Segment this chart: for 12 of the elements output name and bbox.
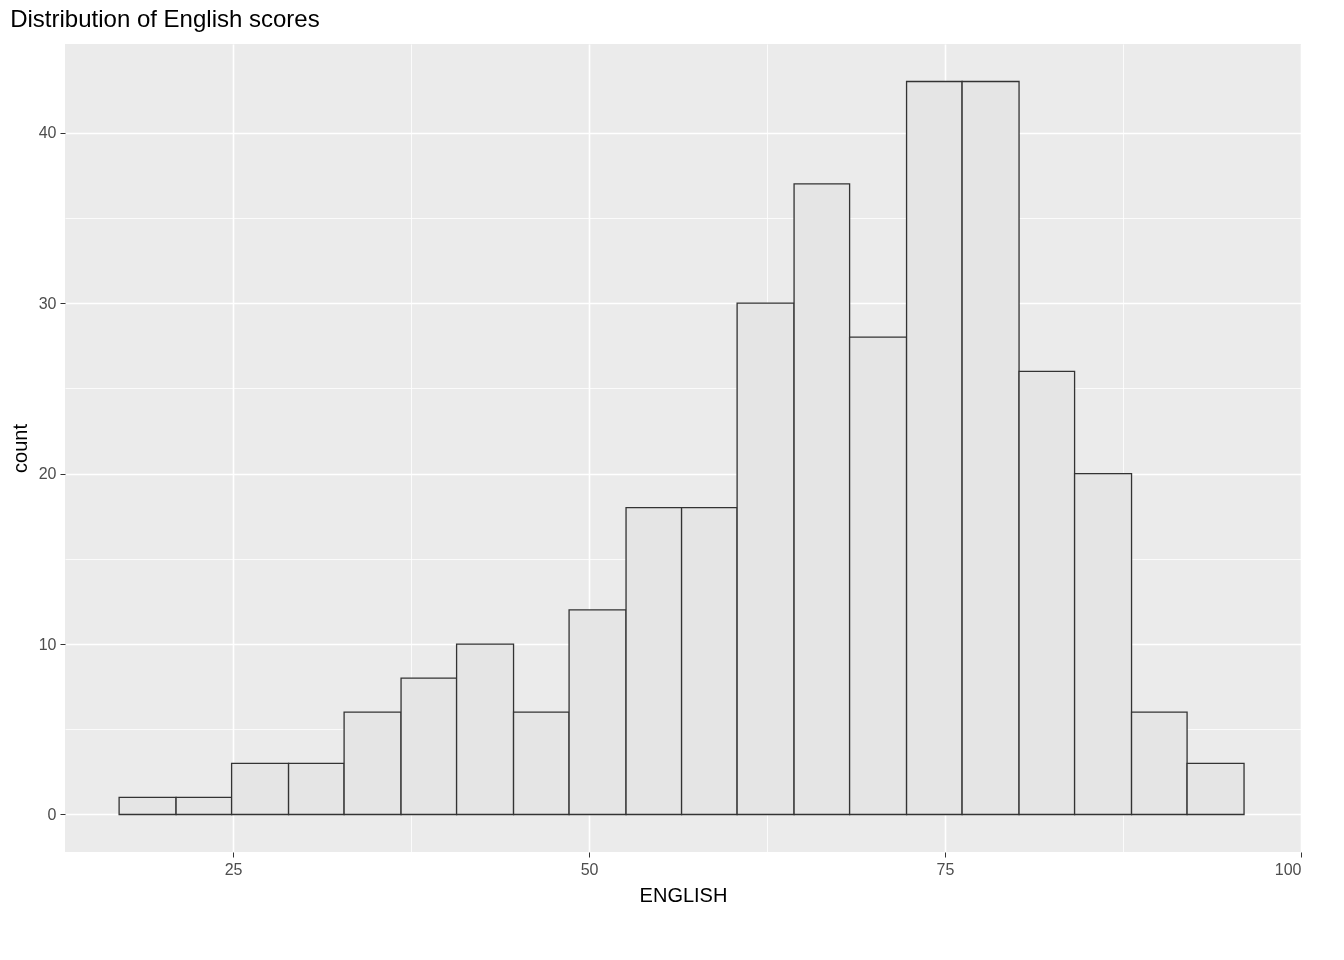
y-tick-label: 30 (38, 294, 57, 312)
x-tick-label: 100 (1274, 860, 1302, 878)
y-axis-title: count (8, 423, 31, 473)
x-axis-title: ENGLISH (639, 883, 728, 906)
y-tick-label: 20 (38, 465, 57, 483)
x-tick-label: 75 (936, 860, 955, 878)
y-tick-label: 40 (38, 124, 57, 142)
y-tick-label: 0 (47, 806, 57, 823)
x-tick-label: 50 (580, 860, 599, 878)
chart-title: Distribution of English scores (10, 5, 320, 32)
x-tick-label: 25 (224, 860, 243, 878)
y-tick-label: 10 (38, 635, 57, 653)
